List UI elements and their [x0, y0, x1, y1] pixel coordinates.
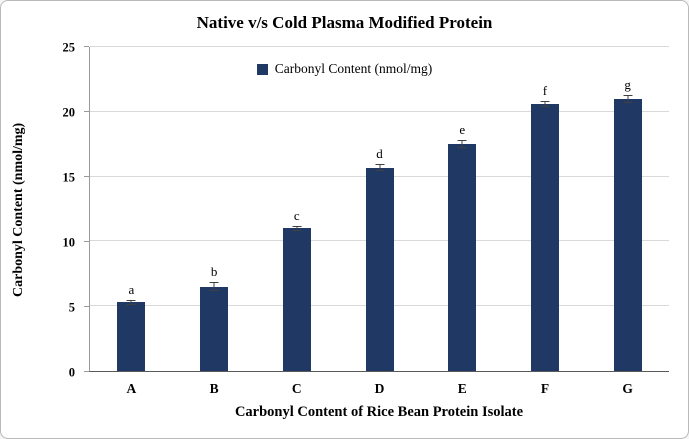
error-bar-cap-bottom	[292, 230, 302, 232]
bar	[117, 302, 146, 371]
y-tick-label: 20	[62, 104, 76, 119]
error-bar	[375, 163, 385, 172]
significance-letter: g	[624, 76, 631, 92]
y-tick-label: 10	[62, 234, 76, 249]
legend-swatch-icon	[256, 63, 268, 75]
y-tick-mark	[84, 306, 89, 307]
error-bar-cap-bottom	[375, 170, 385, 172]
legend: Carbonyl Content (nmol/mg)	[1, 61, 688, 77]
x-axis-title: Carbonyl Content of Rice Bean Protein Is…	[234, 404, 524, 420]
error-bar-cap-bottom	[209, 290, 219, 292]
x-tick-label: D	[374, 381, 385, 396]
y-tick-label: 5	[68, 299, 75, 314]
error-bar-cap-top	[623, 94, 633, 96]
legend-label: Carbonyl Content (nmol/mg)	[274, 61, 433, 76]
error-bar-cap-top	[292, 225, 302, 227]
error-bar-line	[296, 225, 298, 232]
error-bar	[457, 140, 467, 149]
x-tick-label: E	[457, 381, 467, 396]
y-tick-label: 25	[62, 39, 76, 54]
error-bar-line	[213, 282, 215, 292]
y-tick-mark	[84, 241, 89, 242]
x-tick-label: F	[540, 381, 550, 396]
error-bar	[292, 225, 302, 232]
error-bar-cap-bottom	[126, 303, 136, 305]
chart-title: Native v/s Cold Plasma Modified Protein	[196, 13, 493, 32]
bar	[365, 167, 394, 371]
y-tick-label: 0	[68, 364, 75, 379]
y-tick-mark	[84, 46, 89, 47]
bar	[282, 228, 311, 371]
error-bar	[623, 94, 633, 103]
error-bar-cap-top	[375, 163, 385, 165]
error-bar	[209, 282, 219, 292]
error-bar-line	[544, 101, 546, 107]
error-bar-line	[627, 94, 629, 103]
x-tick-label: B	[209, 381, 219, 396]
bar	[200, 286, 229, 371]
error-bar-line	[461, 140, 463, 149]
significance-letter: d	[376, 145, 383, 161]
significance-letter: e	[459, 122, 466, 138]
error-bar-cap-top	[540, 101, 550, 103]
error-bar-line	[130, 299, 132, 305]
gridline	[90, 46, 669, 47]
error-bar-line	[379, 163, 381, 172]
error-bar-cap-bottom	[540, 105, 550, 107]
gridline	[90, 110, 669, 112]
error-bar-cap-top	[209, 282, 219, 284]
significance-letter: b	[210, 264, 218, 280]
significance-letter: f	[542, 83, 548, 99]
y-tick-mark	[84, 371, 89, 372]
error-bar	[540, 101, 550, 107]
x-tick-label: C	[291, 381, 302, 396]
error-bar-cap-top	[126, 299, 136, 301]
error-bar-cap-top	[457, 140, 467, 142]
x-tick-label: A	[126, 381, 137, 396]
y-tick-label: 15	[62, 169, 76, 184]
error-bar-cap-bottom	[457, 147, 467, 149]
x-tick-label: G	[622, 381, 633, 396]
error-bar-cap-bottom	[623, 101, 633, 103]
y-axis-ticks: 0 5 10 15 20 25	[1, 41, 89, 378]
bar	[448, 144, 477, 371]
significance-letter: c	[293, 207, 300, 223]
y-tick-mark	[84, 176, 89, 177]
bar	[613, 98, 642, 371]
significance-letter: a	[128, 281, 135, 297]
y-tick-mark	[84, 111, 89, 112]
error-bar	[126, 299, 136, 305]
bar	[530, 104, 559, 371]
